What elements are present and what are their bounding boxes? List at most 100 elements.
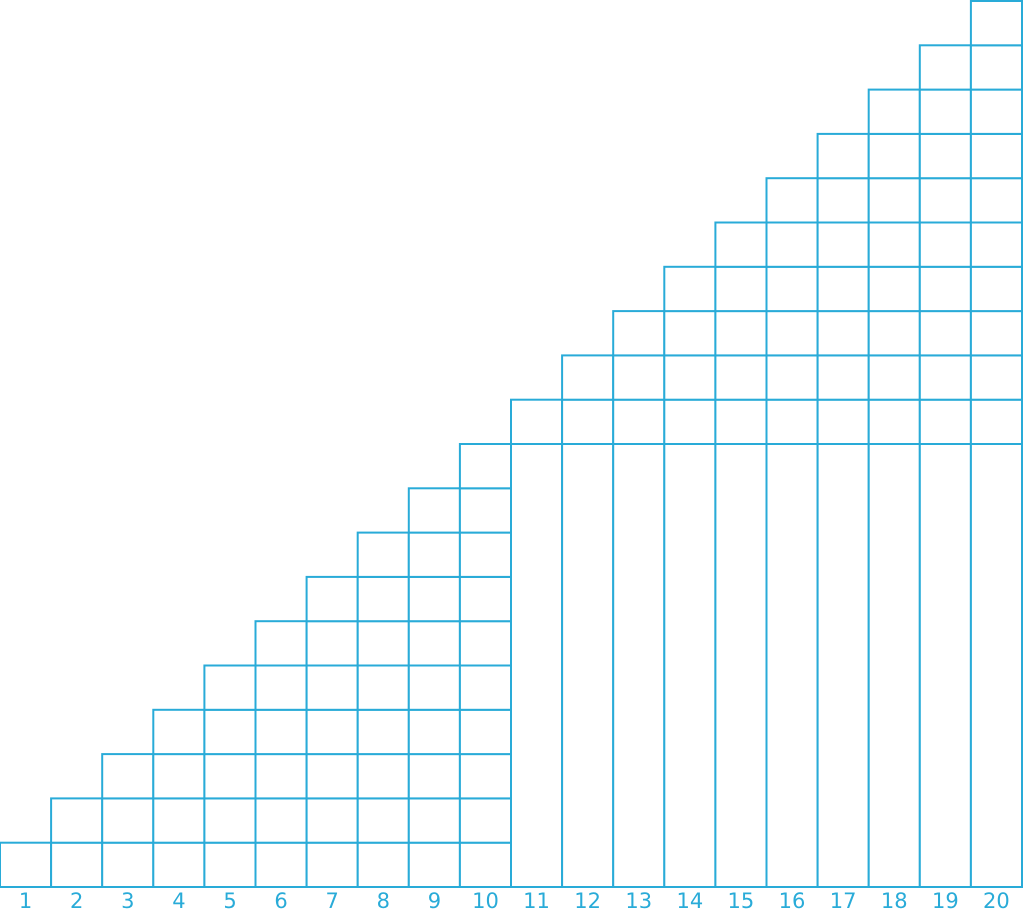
grid-square — [714, 354, 768, 401]
column-label-4: 4 — [172, 889, 185, 913]
grid-square — [356, 620, 410, 667]
grid-square — [101, 797, 155, 844]
grid-square — [356, 708, 410, 756]
grid-square — [867, 177, 921, 224]
grid-square — [765, 265, 819, 313]
grid-square — [612, 354, 666, 401]
grid-square — [969, 310, 1024, 357]
grid-square — [663, 310, 717, 357]
column-labels: 1 2 3 4 5 6 7 8 9 10 11 12 13 14 15 16 17 18 19 20 — [19, 889, 1010, 913]
column-label-16: 16 — [779, 889, 806, 913]
tall-column-base — [510, 443, 564, 888]
grid-square — [356, 664, 410, 711]
grid-square — [867, 132, 921, 180]
grid-square — [867, 221, 921, 268]
grid-square — [663, 354, 717, 401]
column-label-12: 12 — [574, 889, 601, 913]
grid-square — [203, 753, 257, 800]
tall-column-base — [816, 443, 870, 888]
column-label-1: 1 — [19, 889, 32, 913]
grid-square — [407, 487, 461, 534]
tall-column-base — [765, 443, 819, 888]
grid-square — [714, 398, 768, 446]
tall-column-base — [969, 443, 1024, 888]
grid-square — [305, 708, 359, 756]
grid-square — [305, 841, 359, 889]
grid-square — [561, 354, 615, 401]
tall-column-base — [612, 443, 666, 888]
grid-square — [918, 354, 972, 401]
grid-square — [152, 708, 206, 756]
grid-square — [918, 398, 972, 446]
grid-square — [203, 708, 257, 756]
grid-square — [765, 310, 819, 357]
grid-square — [612, 310, 666, 357]
grid-square — [867, 310, 921, 357]
grid-square — [765, 221, 819, 268]
column-label-3: 3 — [121, 889, 134, 913]
grid-square — [305, 797, 359, 844]
grid-square — [305, 620, 359, 667]
grid-square — [867, 265, 921, 313]
grid-square — [305, 753, 359, 800]
grid-square — [918, 132, 972, 180]
grid-square — [663, 265, 717, 313]
grid-square — [969, 132, 1024, 180]
grid-square — [305, 575, 359, 623]
grid-square — [918, 265, 972, 313]
grid-square — [50, 797, 104, 844]
grid-square — [254, 664, 308, 711]
column-label-2: 2 — [70, 889, 83, 913]
grid-square — [101, 841, 155, 889]
grid-square — [918, 310, 972, 357]
grid-square — [407, 708, 461, 756]
grid-square — [458, 487, 512, 534]
grid-square — [765, 354, 819, 401]
grid-square — [356, 841, 410, 889]
grid-square — [918, 44, 972, 91]
grid-square — [816, 132, 870, 180]
grid-square — [152, 753, 206, 800]
column-label-13: 13 — [625, 889, 652, 913]
grid-square — [356, 753, 410, 800]
grid-square — [407, 664, 461, 711]
grid-square — [458, 664, 512, 711]
grid-square — [407, 531, 461, 578]
grid-square — [0, 841, 53, 889]
grid-square — [101, 753, 155, 800]
grid-square — [203, 664, 257, 711]
grid-square — [969, 398, 1024, 446]
grid-square — [458, 443, 512, 490]
grid-square — [254, 797, 308, 844]
grid-square — [969, 265, 1024, 313]
grid-square — [816, 221, 870, 268]
grid-square — [356, 797, 410, 844]
grid-square — [458, 575, 512, 623]
grid-square — [765, 398, 819, 446]
grid-square — [969, 354, 1024, 401]
grid-square — [969, 221, 1024, 268]
column-label-9: 9 — [428, 889, 441, 913]
grid-square — [203, 797, 257, 844]
column-label-11: 11 — [523, 889, 550, 913]
grid-square — [816, 177, 870, 224]
grid-square — [612, 398, 666, 446]
grid-square — [714, 310, 768, 357]
grid-square — [50, 841, 104, 889]
grid-square — [203, 841, 257, 889]
grid-square — [816, 398, 870, 446]
grid-square — [152, 797, 206, 844]
grid-square — [969, 88, 1024, 135]
grid-square — [356, 531, 410, 578]
grid-square — [254, 753, 308, 800]
tall-column-base — [663, 443, 717, 888]
grid-square — [254, 708, 308, 756]
column-label-20: 20 — [983, 889, 1010, 913]
column-label-10: 10 — [472, 889, 499, 913]
grid-square — [407, 575, 461, 623]
column-label-17: 17 — [830, 889, 857, 913]
column-label-6: 6 — [274, 889, 287, 913]
grid-square — [407, 797, 461, 844]
grid-square — [663, 398, 717, 446]
tall-column-base — [714, 443, 768, 888]
